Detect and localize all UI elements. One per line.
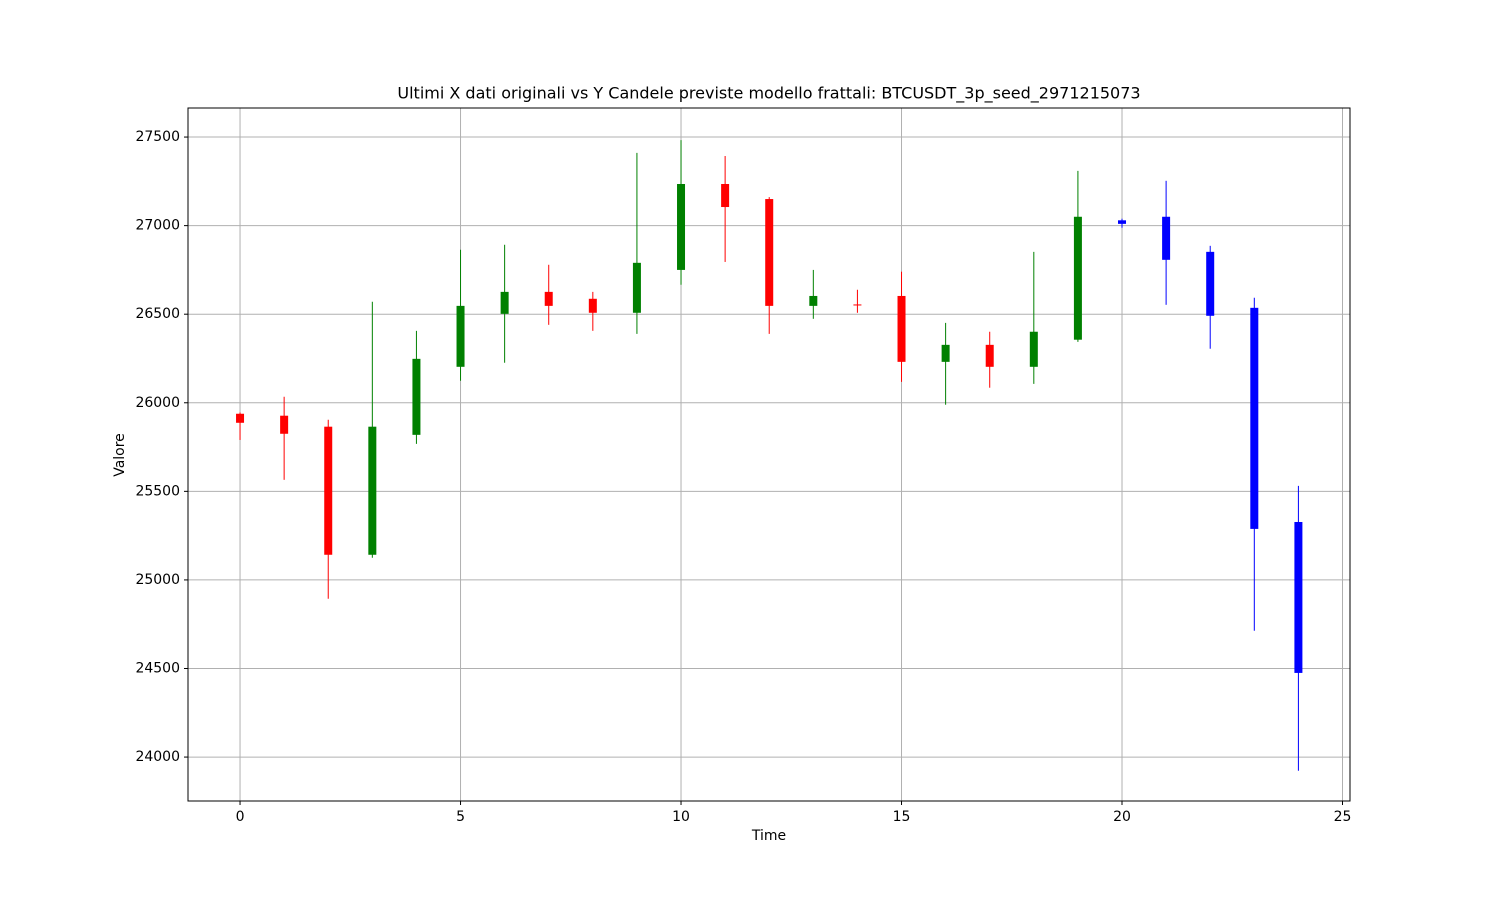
candle-body (1118, 220, 1127, 224)
y-tick-label: 27500 (135, 129, 180, 145)
candle-body (1162, 216, 1171, 260)
y-tick-label: 24500 (135, 660, 180, 676)
candle-body (1206, 251, 1215, 316)
y-tick-label: 26500 (135, 306, 180, 322)
candle-body (236, 413, 245, 423)
candle-body (456, 305, 465, 367)
candle-body (368, 426, 377, 555)
x-tick-label: 0 (236, 809, 245, 825)
candle-body (1029, 331, 1038, 367)
candle-body (677, 183, 686, 270)
candle-body (721, 183, 730, 208)
candle-body (632, 262, 641, 313)
candle-body (809, 295, 818, 306)
candle-body (500, 291, 509, 314)
plot-frame (187, 107, 1351, 802)
x-axis-label: Time (751, 828, 786, 844)
candle-body (765, 199, 774, 306)
candle-body (544, 291, 553, 306)
x-tick-label: 15 (893, 809, 911, 825)
x-tick-label: 5 (456, 809, 465, 825)
chart-title: Ultimi X dati originali vs Y Candele pre… (397, 84, 1140, 104)
candle-body (412, 358, 421, 435)
candle-body (1294, 521, 1303, 673)
y-axis-label: Valore (112, 433, 128, 477)
candle-body (897, 295, 906, 362)
y-tick-label: 27000 (135, 218, 180, 234)
y-tick-label: 25500 (135, 483, 180, 499)
candle-body (1250, 307, 1259, 529)
candle-body (853, 304, 862, 306)
x-tick-label: 10 (672, 809, 690, 825)
candle-body (280, 415, 289, 434)
candle-body (588, 298, 597, 313)
candle-body (985, 344, 994, 367)
candle-body (1073, 216, 1082, 340)
candle-body (941, 344, 950, 362)
x-tick-label: 20 (1113, 809, 1131, 825)
y-tick-label: 24000 (135, 749, 180, 765)
x-tick-label: 25 (1334, 809, 1352, 825)
candle-body (324, 426, 333, 555)
y-tick-label: 25000 (135, 572, 180, 588)
y-tick-label: 26000 (135, 395, 180, 411)
